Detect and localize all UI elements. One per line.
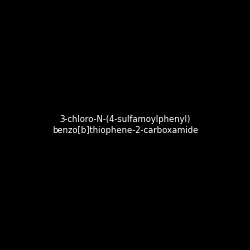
Text: 3-chloro-N-(4-sulfamoylphenyl)
benzo[b]thiophene-2-carboxamide: 3-chloro-N-(4-sulfamoylphenyl) benzo[b]t… [52, 115, 198, 135]
